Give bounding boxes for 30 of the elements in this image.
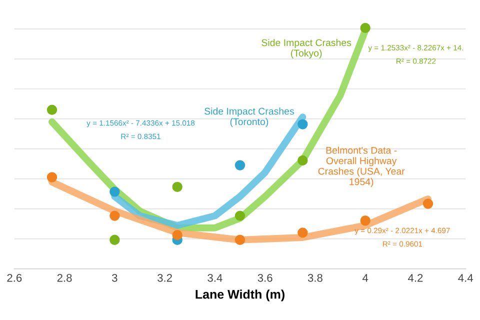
point [298, 155, 308, 166]
x-tick-label: 4 [362, 274, 368, 282]
point [46, 104, 58, 115]
point [172, 230, 182, 240]
x-axis-title: Lane Width (m) [196, 290, 284, 302]
series-label: Side Impact Crashes (Toronto) [204, 108, 294, 128]
x-tick-label: 4.2 [408, 274, 423, 282]
x-tick-label: 2.8 [57, 274, 72, 282]
x-tick-label: 3.6 [258, 274, 272, 282]
x-tick-label: 3.2 [158, 274, 172, 282]
x-tick-label: 4.4 [458, 274, 473, 282]
point [360, 22, 370, 34]
point [422, 198, 434, 209]
point [298, 228, 308, 238]
point [110, 234, 120, 245]
point [234, 160, 246, 170]
x-tick-label: 2.6 [7, 274, 22, 282]
point [110, 186, 120, 197]
point [360, 216, 370, 226]
x-tick-label: 3 [112, 274, 118, 282]
text: Belmont's Data - Overall Highway Crashes (USA, Year 1954) [318, 146, 405, 188]
point [46, 172, 58, 182]
x-tick-label: 3.8 [308, 274, 322, 282]
point [172, 182, 182, 192]
series-label: Side Impact Crashes (Tokyo) [262, 38, 352, 58]
point [298, 119, 308, 130]
x-tick-label: 3.4 [208, 274, 222, 282]
point [234, 210, 246, 221]
point [110, 210, 120, 221]
point [234, 234, 246, 245]
